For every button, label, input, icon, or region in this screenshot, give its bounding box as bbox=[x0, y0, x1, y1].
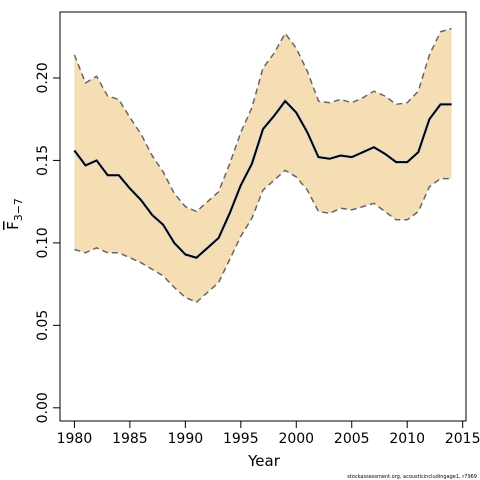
estimate-line bbox=[73, 99, 452, 259]
svg-text:F3−7: F3−7 bbox=[4, 198, 25, 230]
y-axis-title-sub: 3−7 bbox=[12, 198, 25, 221]
y-axis-title-main: F bbox=[4, 221, 22, 230]
upper-bound-line bbox=[73, 27, 452, 213]
x-tick-label-1990: 1990 bbox=[168, 431, 204, 447]
y-tick-label-2: 0.10 bbox=[35, 227, 51, 258]
x-axis-title: Year bbox=[247, 452, 281, 470]
y-tick-label-1: 0.05 bbox=[35, 310, 51, 341]
x-axis: 1980 1985 1990 1995 2000 2005 2010 2015 bbox=[57, 421, 480, 447]
x-tick-label-1985: 1985 bbox=[112, 431, 148, 447]
x-tick-label-1980: 1980 bbox=[57, 431, 93, 447]
y-tick-label-4: 0.20 bbox=[35, 62, 51, 93]
x-tick-label-2000: 2000 bbox=[278, 431, 314, 447]
y-axis: 0.00 0.05 0.10 0.15 0.20 bbox=[35, 62, 60, 423]
x-tick-label-2010: 2010 bbox=[389, 431, 425, 447]
y-axis-title: F3−7 bbox=[4, 198, 25, 230]
x-tick-label-2005: 2005 bbox=[334, 431, 370, 447]
plot-frame bbox=[59, 11, 467, 422]
footer-text: stockassessment.org, acousticincludingag… bbox=[347, 474, 477, 480]
x-tick-label-2015: 2015 bbox=[445, 431, 480, 447]
lower-bound-line bbox=[74, 169, 452, 304]
x-tick-label-1995: 1995 bbox=[223, 431, 259, 447]
y-tick-label-3: 0.15 bbox=[35, 145, 51, 176]
y-tick-label-0: 0.00 bbox=[35, 392, 51, 423]
